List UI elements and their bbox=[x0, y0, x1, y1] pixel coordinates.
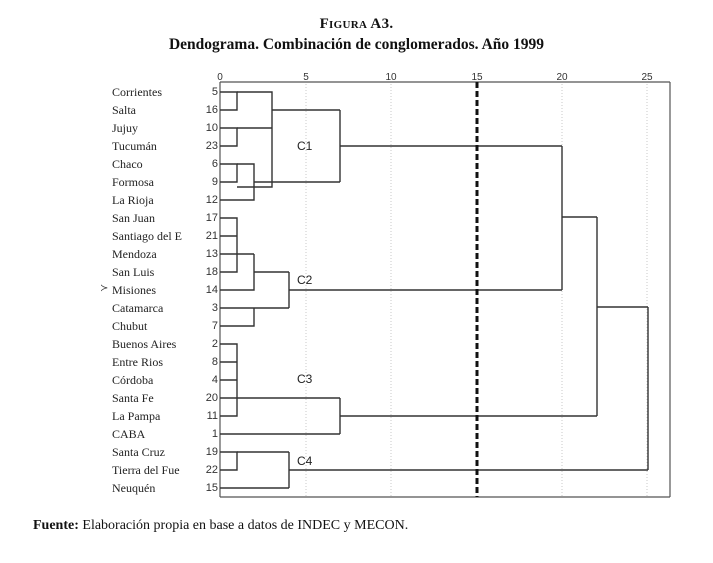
case-number: 7 bbox=[211, 320, 218, 332]
case-number: 2 bbox=[211, 338, 218, 350]
tick-0: 0 bbox=[217, 72, 223, 83]
tick-5: 5 bbox=[303, 72, 309, 83]
case-number: 5 bbox=[211, 86, 218, 98]
leaf-label: Misiones bbox=[112, 283, 157, 297]
case-number: 11 bbox=[206, 410, 218, 422]
case-number: 10 bbox=[205, 122, 218, 134]
leaf-label: Chubut bbox=[112, 319, 148, 333]
leaf-label: Córdoba bbox=[112, 373, 154, 387]
leaf-label: Jujuy bbox=[112, 121, 139, 135]
leaf-label: San Juan bbox=[112, 211, 155, 225]
case-number: 18 bbox=[205, 266, 218, 278]
case-number: 14 bbox=[205, 284, 218, 296]
tick-25: 25 bbox=[641, 72, 653, 83]
leaf-label: Tierra del Fue bbox=[112, 463, 180, 477]
case-number: 22 bbox=[205, 464, 218, 476]
leaf-label: Mendoza bbox=[112, 247, 157, 261]
leaf-label: CABA bbox=[112, 427, 146, 441]
case-number: 17 bbox=[205, 212, 218, 224]
selection-marker-icon: ≻ bbox=[100, 283, 109, 294]
leaf-label: La Rioja bbox=[112, 193, 154, 207]
case-number: 20 bbox=[205, 392, 218, 404]
case-number: 21 bbox=[205, 230, 218, 242]
leaf-label: Santa Cruz bbox=[112, 445, 165, 459]
tick-15: 15 bbox=[471, 72, 483, 83]
leaf-label: Catamarca bbox=[112, 301, 164, 315]
leaf-label: Santa Fe bbox=[112, 391, 154, 405]
figure-label: Figura A3. bbox=[319, 16, 394, 32]
source-text: Elaboración propia en base a datos de IN… bbox=[78, 518, 409, 533]
leaf-label: Entre Rios bbox=[112, 355, 163, 369]
case-number: 1 bbox=[211, 428, 218, 440]
case-number: 16 bbox=[205, 104, 218, 116]
figure-title: Dendograma. Combinación de conglomerados… bbox=[168, 36, 545, 53]
case-number: 13 bbox=[205, 248, 218, 260]
cluster-label-c3: C3 bbox=[297, 372, 313, 386]
case-number: 3 bbox=[211, 302, 218, 314]
case-number: 8 bbox=[211, 356, 218, 368]
leaf-label: Santiago del E bbox=[112, 229, 182, 243]
case-number: 15 bbox=[205, 482, 218, 494]
case-number: 23 bbox=[205, 140, 218, 152]
leaf-label: Buenos Aires bbox=[112, 337, 177, 351]
case-number: 4 bbox=[211, 374, 218, 386]
leaf-label: Formosa bbox=[112, 175, 154, 189]
tick-10: 10 bbox=[385, 72, 397, 83]
case-number: 9 bbox=[211, 176, 218, 188]
leaf-label: San Luis bbox=[112, 265, 155, 279]
leaf-label: Salta bbox=[112, 103, 136, 117]
leaf-label: Neuquén bbox=[112, 481, 156, 495]
cluster-label-c4: C4 bbox=[297, 454, 313, 468]
case-number: 19 bbox=[205, 446, 218, 458]
leaf-label: Tucumán bbox=[112, 139, 157, 153]
tick-20: 20 bbox=[556, 72, 568, 83]
leaf-label: Chaco bbox=[112, 157, 143, 171]
case-number: 12 bbox=[205, 194, 218, 206]
source-prefix: Fuente: bbox=[33, 518, 79, 533]
cluster-label-c2: C2 bbox=[297, 273, 313, 287]
case-number: 6 bbox=[211, 158, 218, 170]
leaf-label: Corrientes bbox=[112, 85, 162, 99]
leaf-label: La Pampa bbox=[112, 409, 161, 423]
source-note: Fuente: Elaboración propia en base a dat… bbox=[33, 518, 408, 534]
cluster-label-c1: C1 bbox=[297, 139, 313, 153]
